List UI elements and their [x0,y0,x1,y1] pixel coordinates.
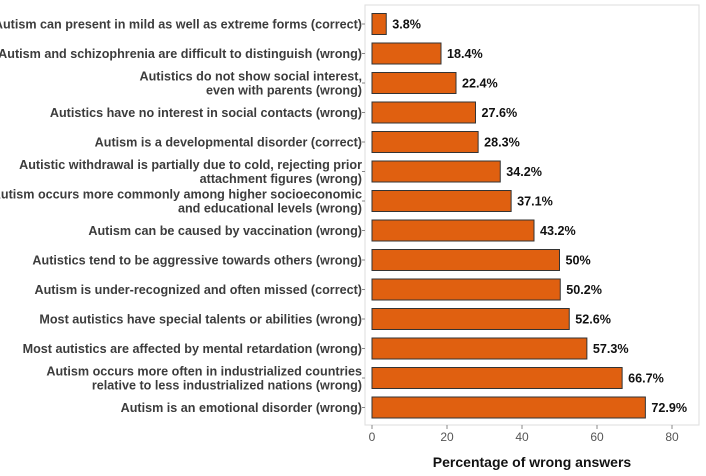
data-label: 50.2% [566,283,602,297]
bar [371,337,588,360]
bar [371,367,623,389]
bar [371,13,387,35]
data-label: 72.9% [651,401,687,415]
bar [371,396,646,419]
x-tick-label: 0 [369,430,376,444]
category-label: Autistic withdrawal is partially due to … [19,158,362,172]
category-label: Autistics have no interest in social con… [50,106,362,120]
data-label: 3.8% [392,18,421,32]
data-label: 43.2% [540,224,576,238]
category-label: and educational levels (wrong) [178,202,362,216]
bar [371,42,442,65]
bar [371,131,479,153]
data-label: 52.6% [575,313,611,327]
bar [371,190,512,212]
data-label: 28.3% [484,136,520,150]
data-label: 27.6% [482,106,518,120]
data-label: 57.3% [593,342,629,356]
category-label: Autism occurs more often in industrializ… [46,365,362,379]
plot-panel [364,4,700,426]
x-tick-label: 60 [590,430,604,444]
data-label: 37.1% [517,195,553,209]
x-axis-title: Percentage of wrong answers [433,454,632,470]
bar [371,101,476,124]
data-label: 22.4% [462,77,498,91]
bar [371,278,561,301]
bar [371,308,570,330]
category-label: Autism is an emotional disorder (wrong) [121,401,362,415]
category-label: Most autistics are affected by mental re… [23,342,362,356]
category-label: even with parents (wrong) [206,84,362,98]
bar [371,249,560,271]
category-label: Autism can present in mild as well as ex… [0,18,362,32]
category-label: Most autistics have special talents or a… [39,313,362,327]
data-label: 18.4% [447,47,483,61]
category-label: Autism can be caused by vaccination (wro… [88,224,362,238]
bar [371,160,501,183]
category-label: Autistics do not show social interest, [139,70,362,84]
category-label: Autism is a developmental disorder (corr… [95,136,362,150]
category-label: attachment figures (wrong) [200,172,362,186]
category-label: Autism occurs more commonly among higher… [0,188,362,202]
category-label: Autism is under-recognized and often mis… [35,283,363,297]
category-label: relative to less industrialized nations … [92,379,362,393]
data-label: 66.7% [628,372,664,386]
x-tick-label: 40 [515,430,529,444]
bar [371,219,535,242]
data-label: 50% [566,254,591,268]
x-tick-label: 80 [665,430,679,444]
x-tick-label: 20 [440,430,454,444]
category-label: Autism and schizophrenia are difficult t… [0,47,362,61]
bar [371,72,457,94]
category-label: Autistics tend to be aggressive towards … [32,254,362,268]
data-label: 34.2% [506,165,542,179]
